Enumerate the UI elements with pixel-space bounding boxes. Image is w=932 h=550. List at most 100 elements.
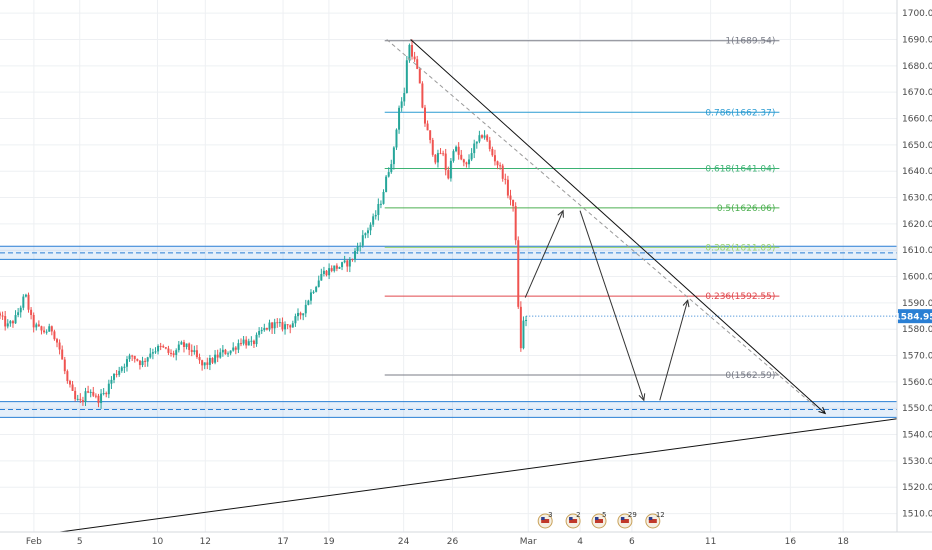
candle-body	[312, 291, 315, 293]
event-flag-icon[interactable]: 3	[537, 511, 553, 529]
current-price-tag: 1584.95	[526, 309, 932, 324]
candle-body	[159, 345, 162, 347]
candle-body	[219, 352, 222, 358]
trendline	[410, 39, 826, 414]
candle-body	[151, 352, 154, 354]
candle-body	[242, 339, 245, 344]
candle-body	[276, 322, 279, 324]
y-tick-label: 1690.00	[902, 36, 932, 46]
candle-body	[519, 306, 522, 349]
candle-body	[138, 360, 141, 366]
candle-body	[317, 280, 320, 287]
arrowhead	[638, 393, 646, 402]
economic-events[interactable]: 3 2 5 29 12	[537, 511, 665, 529]
candle-body	[136, 359, 139, 361]
candle-body	[509, 195, 512, 200]
candle-body	[50, 326, 53, 332]
candle-body	[97, 395, 100, 404]
candle-body	[271, 322, 274, 329]
fib-level-label: 0.382(1611.09)	[705, 243, 775, 253]
event-flag-icon[interactable]: 29	[617, 511, 637, 529]
fib-level-label: 0.786(1662.37)	[705, 108, 775, 118]
fib-level-label: 0.236(1592.55)	[705, 292, 775, 302]
event-flag-stripe	[620, 519, 629, 523]
event-flag-stripe	[648, 519, 657, 523]
candle-body	[260, 330, 263, 332]
candle-body	[398, 107, 401, 130]
candle-body	[439, 153, 442, 155]
candle-body	[465, 162, 468, 165]
x-tick-label: 4	[577, 537, 583, 547]
candle-body	[211, 357, 214, 363]
candle-body	[35, 324, 38, 328]
candle-body	[455, 146, 458, 152]
candle-body	[27, 294, 30, 310]
candle-body	[346, 260, 349, 267]
candle-body	[66, 371, 69, 381]
event-flag-canton	[594, 517, 599, 520]
candle-body	[338, 267, 341, 269]
candle-body	[356, 246, 359, 251]
current-price-tag-box	[898, 309, 932, 324]
event-flag-canton	[648, 517, 653, 520]
scenario-arrow-line	[524, 210, 564, 298]
event-flag-icon[interactable]: 2	[565, 511, 581, 529]
event-flag-icon[interactable]: 12	[645, 511, 665, 529]
event-flag-canton	[541, 517, 545, 520]
candle-body	[87, 391, 90, 393]
x-tick-label: 6	[629, 537, 635, 547]
candle-body	[366, 230, 369, 234]
candle-body	[30, 309, 33, 315]
y-tick-label: 1610.00	[902, 246, 932, 256]
candle-body	[330, 268, 333, 271]
candle-body	[133, 355, 136, 360]
candle-body	[496, 161, 499, 166]
candle-body	[403, 93, 406, 102]
event-flag-icon[interactable]: 5	[591, 511, 607, 529]
price-axis[interactable]: 1700.00 1690.00 1680.00 1670.00 1660.00 1650.…	[902, 9, 932, 519]
candle-body	[426, 123, 429, 131]
event-flag-stripe	[569, 519, 578, 523]
candle-body	[193, 350, 196, 353]
candle-body	[506, 179, 509, 196]
candle-body	[447, 170, 450, 179]
candle-body	[110, 379, 113, 384]
candle-body	[470, 153, 473, 160]
time-axis[interactable]: Feb 5 10 12 17 19 24 26 Mar 4 6 11 16 18	[26, 537, 849, 547]
candle-body	[154, 351, 157, 353]
fibonacci-retracement: 1(1689.54) 0.786(1662.37) 0.618(1641.04) 0.…	[384, 37, 780, 381]
candle-body	[265, 327, 268, 330]
candle-body	[379, 203, 382, 205]
x-tick-label: 17	[277, 537, 288, 547]
candle-body	[113, 373, 116, 380]
candle-body	[167, 348, 170, 353]
scenario-arrow-line	[579, 210, 645, 401]
candle-body	[273, 322, 276, 329]
candle-body	[146, 357, 149, 362]
candle-body	[294, 316, 297, 324]
candle-body	[107, 383, 110, 395]
candlesticks	[0, 39, 528, 409]
support-resistance-zones	[0, 245, 897, 418]
scenario-arrows	[524, 209, 690, 402]
candle-body	[416, 59, 419, 69]
candle-body	[499, 165, 502, 167]
candle-body	[258, 331, 261, 335]
x-tick-label: 18	[837, 537, 849, 547]
candle-body	[141, 360, 144, 366]
candle-body	[216, 354, 219, 358]
candle-body	[201, 360, 204, 366]
candle-body	[89, 391, 92, 393]
candle-body	[9, 321, 12, 324]
candle-body	[289, 325, 292, 328]
candle-body	[514, 206, 517, 241]
y-tick-label: 1510.00	[902, 510, 932, 520]
fib-level-label: 0.618(1641.04)	[705, 164, 775, 174]
candle-body	[478, 135, 481, 142]
candle-body	[431, 139, 434, 155]
event-count-label: 12	[656, 511, 665, 519]
candle-body	[125, 359, 128, 367]
event-count-label: 2	[576, 511, 580, 519]
candle-body	[229, 350, 232, 354]
